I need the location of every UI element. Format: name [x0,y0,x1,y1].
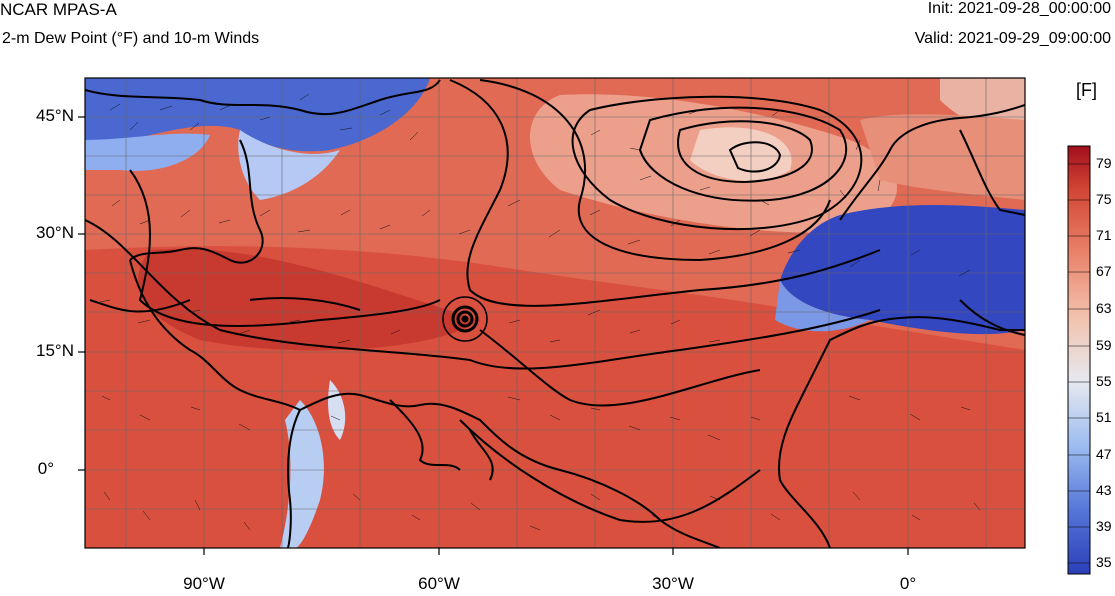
colorbar-tick: 51 [1096,409,1112,425]
colorbar-tick: 63 [1096,300,1112,316]
colorbar-tick: 67 [1096,263,1112,279]
colorbar-tick: 35 [1096,554,1112,570]
lat-label-0: 0° [37,459,54,478]
lat-label-15n: 15°N [36,341,74,360]
lon-label-30w: 30°W [652,574,694,593]
colorbar-tick: 43 [1096,482,1112,498]
init-time: Init: 2021-09-28_00:00:00 [927,0,1111,17]
model-title: NCAR MPAS-A [0,0,117,19]
colorbar-tick: 71 [1096,227,1112,243]
valid-time: Valid: 2021-09-29_09:00:00 [914,30,1111,47]
lon-label-0: 0° [899,574,917,593]
field-subtitle: 2-m Dew Point (°F) and 10-m Winds [2,30,260,47]
colorbar-tick: 55 [1096,373,1112,389]
colorbar [1067,145,1091,575]
colorbar-tick: 79 [1096,155,1112,171]
colorbar-tick: 39 [1096,518,1112,534]
colorbar-tick: 75 [1096,191,1112,207]
colorbar-tick: 47 [1096,446,1112,462]
wind-vectors [99,93,981,531]
colorbar-tick: 59 [1096,337,1112,353]
lat-label-45n: 45°N [36,106,74,125]
lon-label-90w: 90°W [183,574,225,593]
lat-label-30n: 30°N [36,223,74,242]
hurricane-center [442,296,488,342]
lon-label-60w: 60°W [418,574,460,593]
pressure-contours [85,79,1025,523]
map-frame [84,77,1026,549]
colorbar-unit: [F] [1076,80,1097,100]
